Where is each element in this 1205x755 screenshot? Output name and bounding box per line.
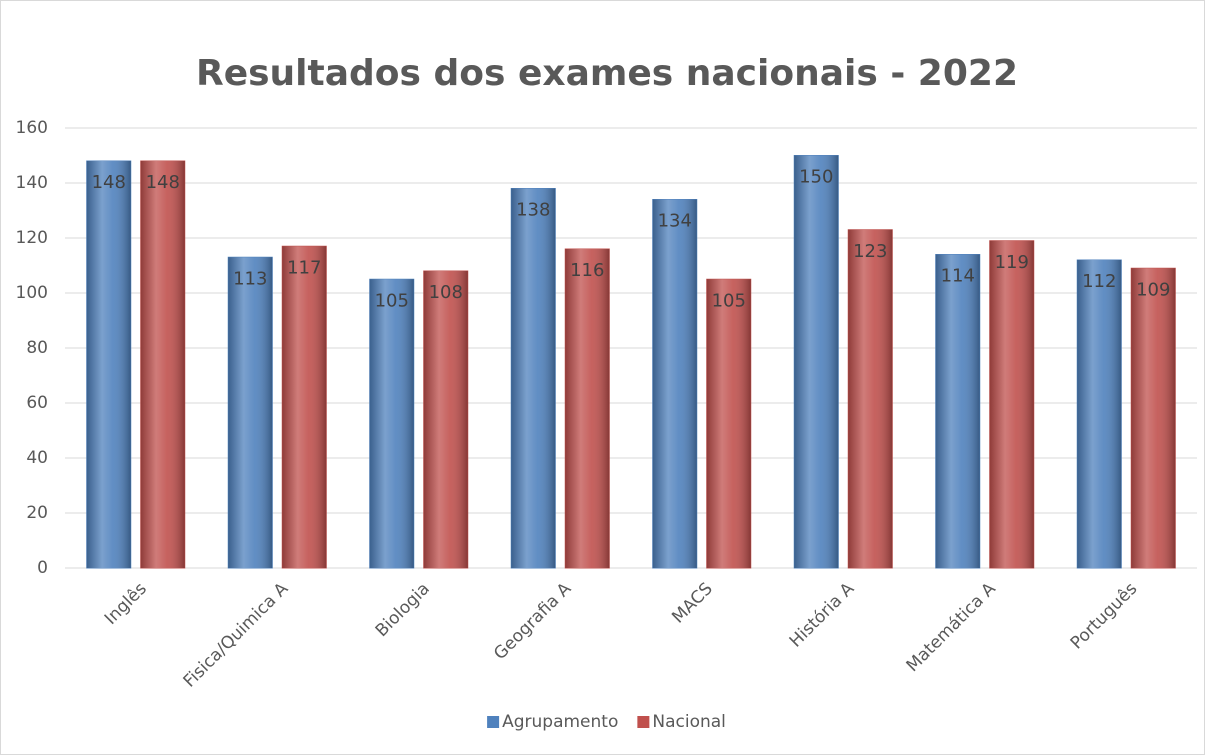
bar-shading [794, 155, 839, 568]
y-tick-label: 120 [16, 228, 48, 248]
value-label: 108 [429, 282, 463, 303]
bar-shading [86, 161, 131, 568]
value-label: 150 [799, 167, 833, 188]
bar-shading [989, 240, 1034, 568]
y-tick-label: 140 [16, 173, 48, 193]
value-label: 105 [375, 290, 409, 311]
value-label: 113 [233, 268, 267, 289]
bar-shading [935, 254, 980, 568]
legend-label: Agrupamento [502, 712, 618, 732]
value-label: 105 [712, 290, 746, 311]
bar-shading [1131, 268, 1176, 568]
y-tick-label: 60 [26, 393, 48, 413]
y-tick-label: 80 [26, 338, 48, 358]
value-label: 116 [570, 260, 604, 281]
bar-shading [228, 257, 273, 568]
bar-shading [282, 246, 327, 568]
bar-shading [423, 271, 468, 568]
bar-shading [565, 249, 610, 568]
y-tick-label: 100 [16, 283, 48, 303]
value-label: 114 [941, 266, 975, 287]
legend-label: Nacional [652, 712, 726, 732]
bar-shading [652, 199, 697, 568]
value-label: 117 [287, 257, 321, 278]
value-label: 123 [853, 241, 887, 262]
value-label: 138 [516, 200, 550, 221]
y-tick-label: 160 [16, 118, 48, 138]
legend-swatch [637, 716, 650, 728]
y-tick-label: 20 [26, 503, 48, 523]
value-label: 109 [1136, 279, 1170, 300]
bar-shading [848, 229, 893, 568]
bar-shading [706, 279, 751, 568]
bar-shading [369, 279, 414, 568]
bar-shading [511, 188, 556, 568]
chart-title: Resultados dos exames nacionais - 2022 [196, 53, 1018, 94]
value-label: 148 [146, 172, 180, 193]
value-label: 148 [92, 172, 126, 193]
y-tick-label: 40 [26, 448, 48, 468]
bar-shading [1077, 260, 1122, 568]
bar-shading [140, 161, 185, 568]
y-tick-label: 0 [37, 558, 48, 578]
value-label: 112 [1082, 271, 1116, 292]
value-label: 134 [658, 211, 692, 232]
value-label: 119 [995, 252, 1029, 273]
legend-swatch [487, 716, 500, 728]
